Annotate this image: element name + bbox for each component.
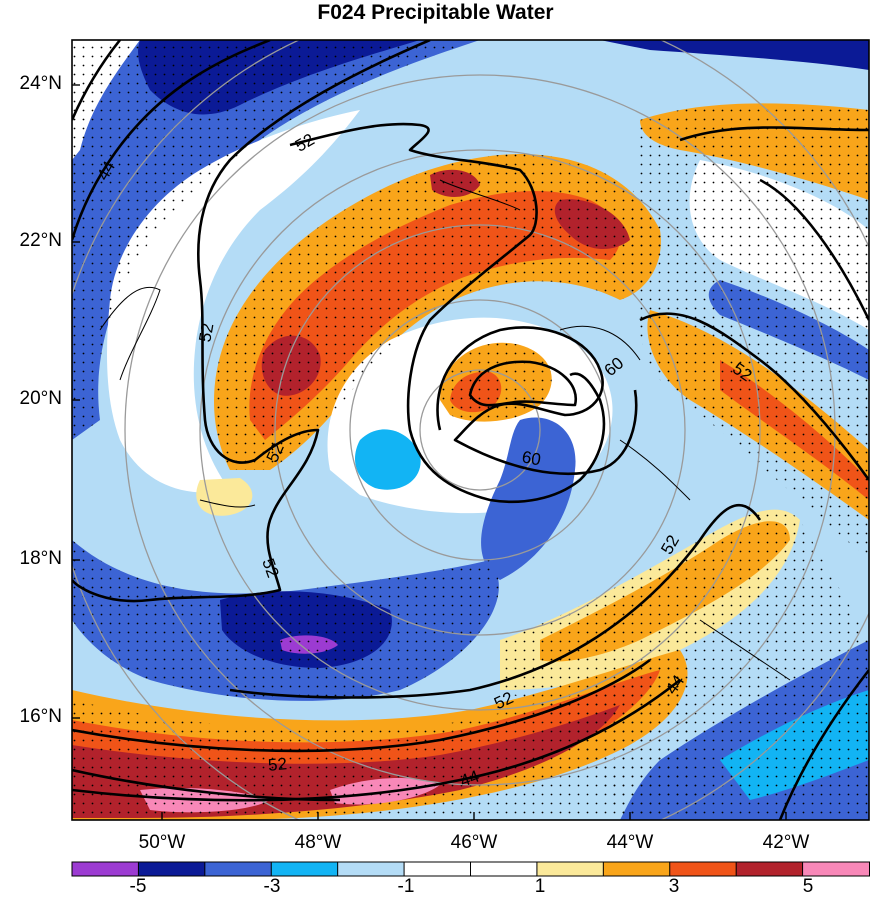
colorbar-swatch bbox=[536, 861, 605, 877]
lat-label-24n: 24°N bbox=[19, 73, 62, 94]
colorbar-swatch bbox=[270, 861, 339, 877]
colorbar-swatch bbox=[470, 861, 538, 877]
colorbar-label-pos5: 5 bbox=[802, 876, 814, 897]
contour-60-inner bbox=[436, 326, 638, 476]
lat-label-18n: 18°N bbox=[19, 548, 62, 569]
colorbar-swatch bbox=[204, 861, 273, 877]
colorbar-swatch bbox=[602, 861, 671, 877]
lon-label-50w: 50°W bbox=[138, 832, 186, 853]
thin-contours bbox=[99, 179, 791, 681]
contour-44-nw-2 bbox=[72, 40, 122, 121]
map-title: F024 Precipitable Water bbox=[317, 1, 554, 24]
colorbar-label-pos1: 1 bbox=[534, 876, 546, 897]
contour-52-east bbox=[639, 312, 869, 481]
lat-label-22n: 22°N bbox=[19, 230, 62, 251]
colorbar-swatch bbox=[735, 861, 804, 877]
field-region-inner-blue-arm bbox=[481, 417, 576, 580]
contour-44-south bbox=[72, 678, 681, 802]
contour-label-60-b: 60 bbox=[520, 447, 542, 469]
lon-label-44w: 44°W bbox=[606, 832, 654, 853]
colorbar-label-neg5: -5 bbox=[129, 876, 147, 897]
lon-label-46w: 46°W bbox=[450, 832, 498, 853]
stipple-east bbox=[631, 103, 869, 560]
contour-44-se bbox=[778, 669, 869, 820]
field-region-center-blue bbox=[355, 429, 421, 490]
lat-label-20n: 20°N bbox=[19, 388, 62, 409]
stipple-se bbox=[500, 509, 869, 820]
pw-contours bbox=[72, 40, 869, 820]
contour-52-east-2 bbox=[759, 178, 869, 321]
contour-60-core bbox=[468, 360, 578, 407]
field-region-navy-ne bbox=[600, 40, 869, 70]
contour-52-north bbox=[289, 122, 606, 504]
contour-44-nw bbox=[72, 40, 271, 241]
contour-52-south bbox=[72, 658, 651, 753]
colorbar-swatch bbox=[403, 861, 472, 877]
axis-ticks bbox=[72, 84, 787, 820]
lat-label-16n: 16°N bbox=[19, 706, 62, 727]
contour-52-spiral bbox=[72, 40, 431, 603]
colorbar bbox=[71, 861, 871, 877]
stipple-north bbox=[72, 40, 480, 440]
stipple-south bbox=[72, 540, 499, 701]
colorbar-swatch bbox=[802, 861, 871, 877]
contour-52-east-outer bbox=[679, 126, 869, 142]
contour-label-52-south2: 52 bbox=[267, 754, 288, 775]
contour-label-52-west: 52 bbox=[195, 322, 217, 344]
colorbar-label-pos3: 3 bbox=[668, 876, 680, 897]
range-rings bbox=[72, 40, 869, 820]
map-field: 44 52 52 52 52 60 60 52 52 52 52 44 44 bbox=[72, 40, 869, 820]
contour-52-se-arm bbox=[229, 503, 762, 699]
plot-frame bbox=[71, 39, 870, 821]
colorbar-swatch bbox=[137, 861, 206, 877]
lon-label-48w: 48°W bbox=[294, 832, 342, 853]
colorbar-swatch bbox=[71, 861, 140, 877]
colorbar-swatch bbox=[337, 861, 406, 877]
stipple-crescent bbox=[213, 154, 661, 470]
colorbar-label-neg3: -3 bbox=[263, 876, 281, 897]
colorbar-label-neg1: -1 bbox=[397, 876, 415, 897]
colorbar-swatch bbox=[669, 861, 738, 877]
contour-south-low bbox=[72, 768, 341, 802]
lon-label-42w: 42°W bbox=[762, 832, 810, 853]
